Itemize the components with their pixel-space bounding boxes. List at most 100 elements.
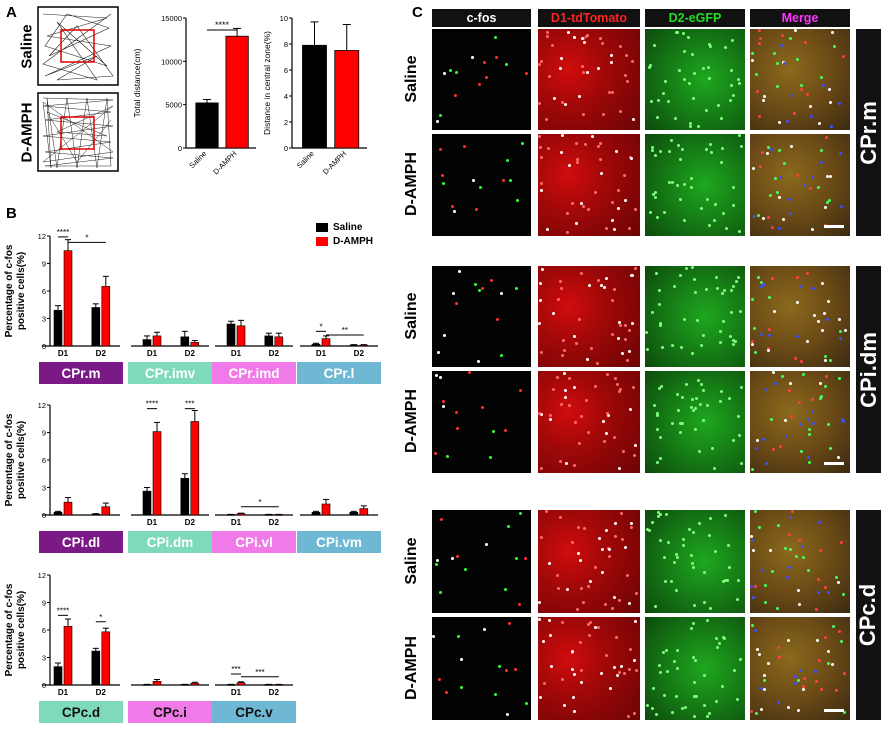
cell-dot	[694, 407, 697, 410]
cell-dot	[726, 579, 729, 582]
cell-dot	[516, 199, 519, 202]
cell-dot	[664, 80, 667, 83]
cell-dot	[757, 276, 760, 279]
cell-dot	[561, 354, 564, 357]
cell-dot	[519, 512, 522, 515]
cell-dot	[580, 681, 583, 684]
cell-dot	[561, 621, 564, 624]
cell-dot	[815, 608, 818, 611]
region-tag-bg	[39, 531, 123, 553]
cell-dot	[666, 670, 669, 673]
bar-amph-d2	[190, 421, 200, 516]
cell-dot	[754, 629, 757, 632]
region-tag-bg	[212, 701, 296, 723]
cell-dot	[663, 694, 666, 697]
cell-dot	[656, 414, 659, 417]
cell-dot	[724, 579, 727, 582]
micrograph-merge	[750, 266, 850, 367]
micrograph-cfos	[432, 266, 531, 367]
cell-dot	[732, 439, 735, 442]
cell-dot	[797, 679, 800, 682]
cell-dot	[814, 670, 817, 673]
region-tag: CPr.l	[297, 362, 381, 384]
cell-dot	[581, 37, 584, 40]
cell-dot	[770, 418, 773, 421]
cell-dot	[629, 408, 632, 411]
cell-dot	[738, 230, 741, 233]
cell-dot	[794, 675, 797, 678]
cell-dot	[763, 688, 766, 691]
cell-dot	[552, 312, 555, 315]
cell-dot	[771, 570, 774, 573]
cell-dot	[760, 285, 763, 288]
cell-dot	[588, 634, 591, 637]
cell-dot	[628, 668, 631, 671]
cell-dot	[817, 591, 820, 594]
cell-dot	[702, 419, 705, 422]
cell-dot	[789, 382, 792, 385]
cell-dot	[696, 319, 699, 322]
cell-dot	[634, 444, 637, 447]
cell-dot	[610, 54, 613, 57]
cell-dot	[829, 359, 832, 362]
cell-dot	[758, 29, 761, 32]
cell-dot	[680, 346, 683, 349]
cell-dot	[605, 529, 608, 532]
cell-dot	[827, 650, 830, 653]
cell-dot	[838, 102, 841, 105]
cell-dot	[620, 512, 623, 515]
y-tick-label: 12	[38, 571, 46, 580]
cell-dot	[481, 406, 484, 409]
y-tick-label: 6	[42, 626, 46, 635]
column-header-cfos: c-fos	[432, 9, 531, 27]
cell-dot	[703, 674, 706, 677]
cell-dot	[611, 299, 614, 302]
cell-dot	[549, 418, 552, 421]
cell-dot	[674, 117, 677, 120]
significance-marker: *	[99, 613, 102, 622]
cell-dot	[774, 177, 777, 180]
cell-dot	[683, 318, 686, 321]
cell-dot	[758, 115, 761, 118]
y-tick-label: 6	[42, 456, 46, 465]
region-tag-label: CPi.vm	[316, 535, 362, 550]
cell-dot	[736, 698, 739, 701]
bar-amph-d1	[152, 431, 162, 516]
cell-dot	[774, 382, 777, 385]
cell-dot	[786, 576, 789, 579]
cell-dot	[679, 158, 682, 161]
cell-dot	[624, 74, 627, 77]
cell-dot	[454, 94, 457, 97]
cell-dot	[802, 685, 805, 688]
cell-dot	[799, 285, 802, 288]
cell-dot	[585, 35, 588, 38]
cell-dot	[797, 709, 800, 712]
x-tick-label: D2	[96, 349, 107, 358]
cell-dot	[538, 102, 541, 105]
x-tick-label: D1	[231, 349, 242, 358]
region-tag-bg	[39, 701, 123, 723]
cell-dot	[796, 276, 799, 279]
cell-dot	[608, 91, 611, 94]
cell-dot	[722, 636, 725, 639]
cell-dot	[442, 400, 445, 403]
cell-dot	[600, 172, 603, 175]
cell-dot	[730, 289, 733, 292]
cell-dot	[784, 547, 787, 550]
cell-dot	[702, 67, 705, 70]
cell-dot	[458, 270, 461, 273]
cell-dot	[785, 435, 788, 438]
cell-dot	[631, 274, 634, 277]
cell-dot	[654, 196, 657, 199]
cell-dot	[648, 529, 651, 532]
cell-dot	[548, 75, 551, 78]
cell-dot	[456, 555, 459, 558]
cell-dot	[665, 649, 668, 652]
cell-dot	[589, 580, 592, 583]
cell-dot	[796, 335, 799, 338]
cell-dot	[713, 467, 716, 470]
cell-dot	[552, 388, 555, 391]
cell-dot	[681, 707, 684, 710]
cell-dot	[541, 268, 544, 271]
y-tick-label: 10000	[161, 57, 182, 66]
